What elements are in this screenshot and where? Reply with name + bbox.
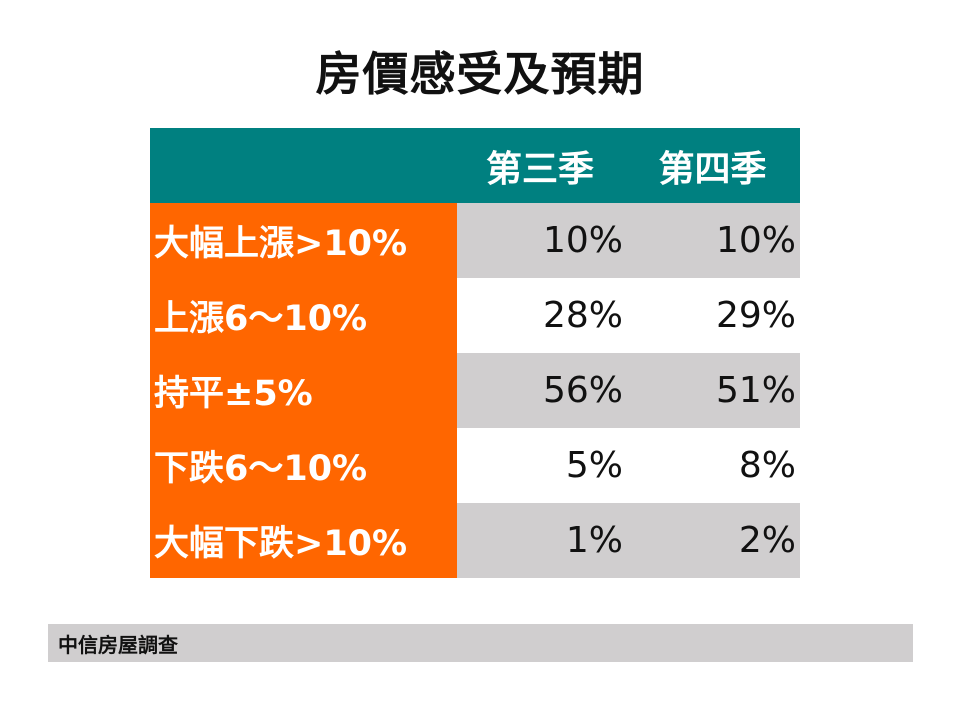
cell-q3: 1% — [457, 503, 629, 578]
header-q3: 第三季 — [485, 148, 594, 190]
row-label: 大幅下跌>10% — [150, 503, 457, 578]
cell-q3: 5% — [457, 428, 629, 503]
table-row: 上漲6～10% 28% 29% — [150, 278, 800, 353]
cell-q4: 8% — [629, 428, 800, 503]
cell-q4: 51% — [629, 353, 800, 428]
cell-q3: 28% — [457, 278, 629, 353]
row-label: 大幅上漲>10% — [150, 203, 457, 278]
table-row: 持平±5% 56% 51% — [150, 353, 800, 428]
table-header-row: 第三季 第四季 — [150, 128, 800, 203]
cell-q3: 10% — [457, 203, 629, 278]
header-empty-cell — [150, 128, 457, 203]
header-q4: 第四季 — [658, 148, 767, 190]
chart-title: 房價感受及預期 — [315, 47, 645, 101]
table-row: 下跌6～10% 5% 8% — [150, 428, 800, 503]
source-note: 中信房屋調查 — [48, 624, 913, 662]
cell-q4: 29% — [629, 278, 800, 353]
table-row: 大幅下跌>10% 1% 2% — [150, 503, 800, 578]
row-label: 下跌6～10% — [150, 428, 457, 503]
table-row: 大幅上漲>10% 10% 10% — [150, 203, 800, 278]
row-label: 上漲6～10% — [150, 278, 457, 353]
cell-q4: 10% — [629, 203, 800, 278]
data-table: 第三季 第四季 大幅上漲>10% 10% 10% 上漲6～10% 28% 29%… — [150, 128, 800, 578]
cell-q4: 2% — [629, 503, 800, 578]
cell-q3: 56% — [457, 353, 629, 428]
row-label: 持平±5% — [150, 353, 457, 428]
